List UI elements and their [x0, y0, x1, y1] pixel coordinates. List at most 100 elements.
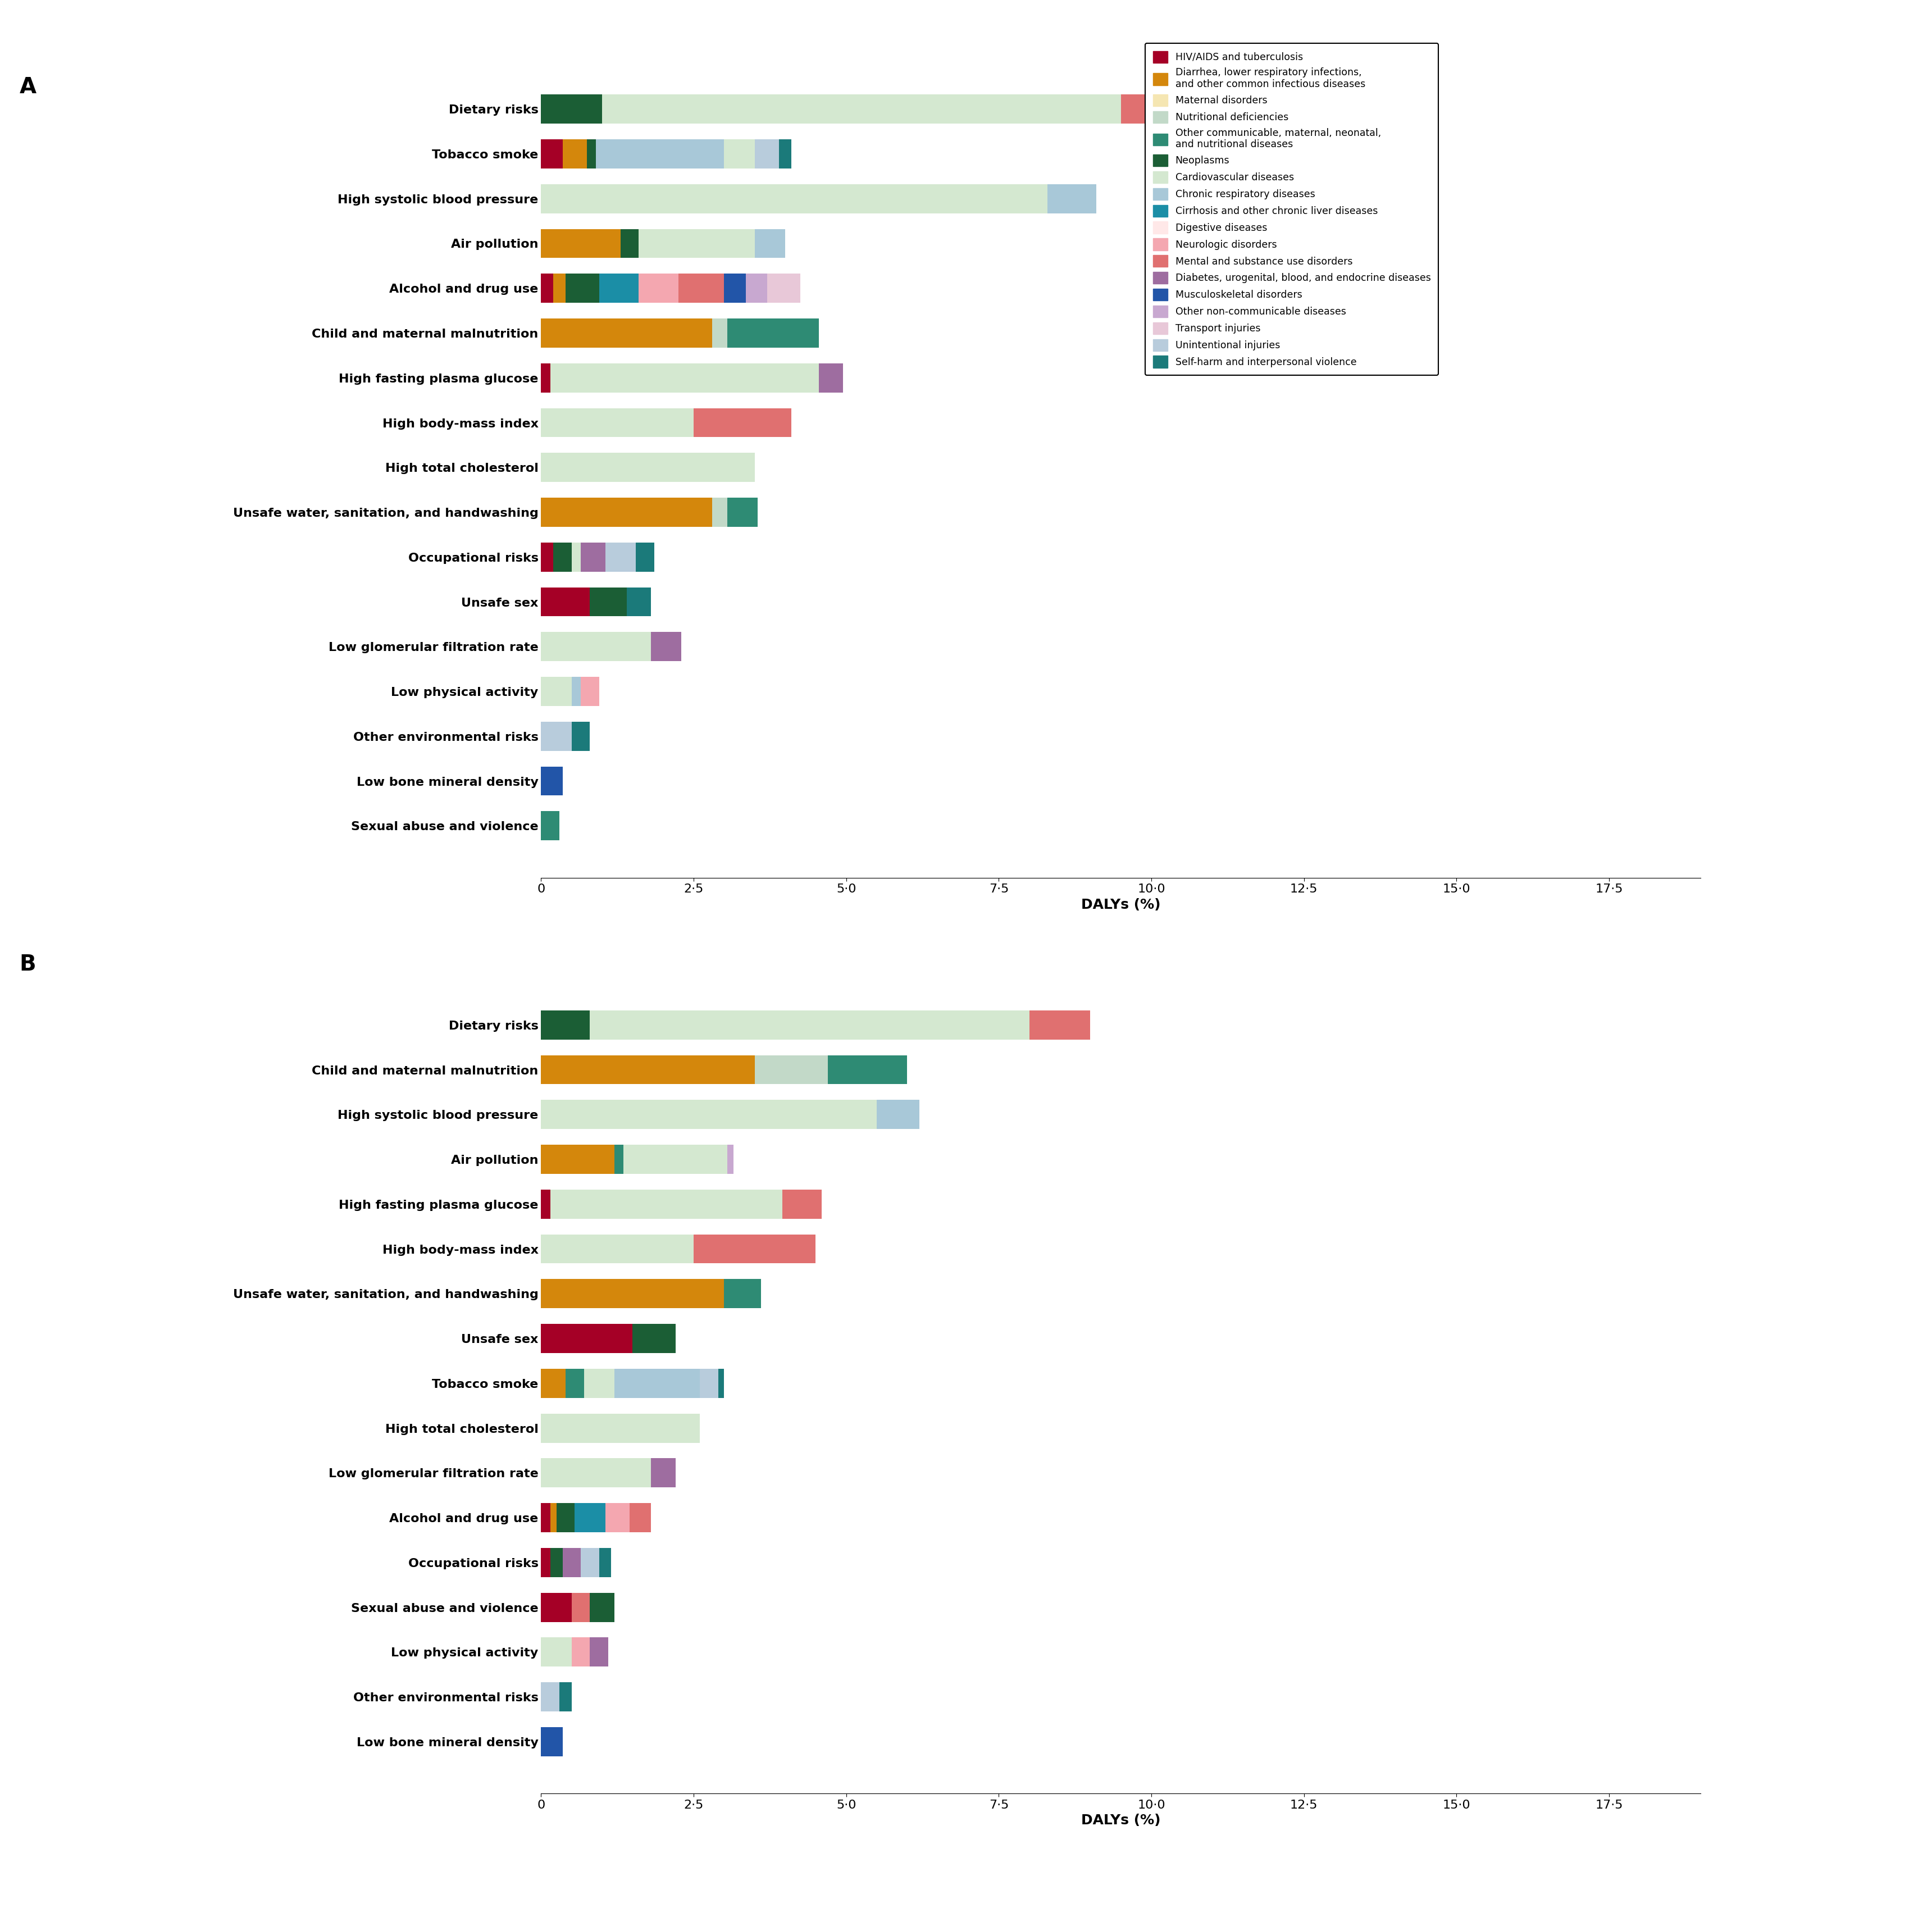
Bar [603, 95, 1121, 124]
Bar [541, 1145, 614, 1173]
Bar [541, 185, 1047, 214]
Bar [541, 1504, 551, 1532]
Bar [636, 542, 653, 572]
Bar [694, 1234, 815, 1263]
Bar [541, 542, 553, 572]
Legend: HIV/AIDS and tuberculosis, Diarrhea, lower respiratory infections,
and other com: HIV/AIDS and tuberculosis, Diarrhea, low… [1146, 44, 1437, 376]
X-axis label: DALYs (%): DALYs (%) [1080, 899, 1161, 912]
Bar [767, 273, 800, 303]
Bar [624, 1145, 726, 1173]
Bar [551, 1189, 782, 1219]
Bar [605, 542, 636, 572]
Bar [541, 1593, 572, 1622]
Bar [541, 1683, 558, 1711]
Bar [572, 1593, 589, 1622]
Bar [582, 1547, 599, 1578]
Bar [541, 721, 572, 750]
Bar [726, 498, 757, 527]
Text: A: A [19, 76, 37, 97]
Bar [779, 139, 790, 168]
Bar [582, 542, 605, 572]
Bar [541, 1414, 699, 1442]
Bar [724, 139, 755, 168]
Bar [541, 632, 651, 662]
Bar [558, 1683, 572, 1711]
Bar [553, 273, 566, 303]
Bar [651, 632, 682, 662]
Bar [541, 1055, 755, 1084]
Bar [541, 229, 620, 258]
Bar [595, 139, 724, 168]
Bar [541, 1637, 572, 1666]
Bar [630, 1504, 651, 1532]
Bar [711, 319, 726, 347]
Bar [541, 1101, 877, 1130]
Bar [605, 1504, 630, 1532]
Bar [819, 363, 842, 393]
Bar [877, 1101, 920, 1130]
Bar [541, 767, 562, 796]
Bar [541, 1234, 694, 1263]
Bar [724, 1278, 761, 1309]
Bar [726, 1145, 732, 1173]
Bar [551, 1547, 562, 1578]
Bar [541, 408, 694, 437]
Bar [589, 588, 626, 616]
Bar [541, 677, 572, 706]
Bar [541, 1324, 632, 1353]
Bar [599, 1547, 611, 1578]
Bar [541, 1547, 551, 1578]
Bar [746, 273, 767, 303]
Bar [1030, 1011, 1090, 1040]
Bar [726, 319, 819, 347]
Bar [699, 1368, 719, 1399]
Bar [724, 273, 746, 303]
Bar [589, 1637, 609, 1666]
Text: B: B [19, 954, 37, 975]
Bar [694, 408, 790, 437]
Bar [587, 139, 595, 168]
Bar [541, 1189, 551, 1219]
Bar [566, 273, 599, 303]
Bar [620, 229, 639, 258]
Bar [1121, 95, 1175, 124]
Bar [1047, 185, 1095, 214]
Bar [614, 1145, 624, 1173]
Bar [599, 273, 639, 303]
Bar [541, 363, 551, 393]
Bar [541, 273, 553, 303]
Bar [551, 1504, 556, 1532]
Bar [711, 498, 726, 527]
Bar [562, 139, 587, 168]
Bar [553, 542, 572, 572]
Bar [572, 1637, 589, 1666]
Bar [782, 1189, 821, 1219]
Bar [541, 95, 603, 124]
Bar [583, 1368, 614, 1399]
Bar [572, 721, 589, 750]
Bar [541, 811, 558, 840]
Bar [827, 1055, 906, 1084]
Bar [556, 1504, 574, 1532]
Bar [551, 363, 819, 393]
Bar [541, 1011, 589, 1040]
Bar [755, 139, 779, 168]
Bar [582, 677, 599, 706]
Bar [562, 1547, 582, 1578]
Bar [572, 542, 582, 572]
Bar [614, 1368, 699, 1399]
Bar [541, 1278, 724, 1309]
Bar [651, 1458, 674, 1488]
Bar [719, 1368, 724, 1399]
Bar [755, 229, 784, 258]
Bar [639, 273, 678, 303]
Bar [541, 319, 711, 347]
Bar [589, 1011, 1030, 1040]
Bar [639, 229, 755, 258]
Bar [541, 498, 711, 527]
Bar [678, 273, 724, 303]
Bar [541, 1458, 651, 1488]
Bar [541, 1727, 562, 1755]
Bar [566, 1368, 583, 1399]
Bar [574, 1504, 605, 1532]
